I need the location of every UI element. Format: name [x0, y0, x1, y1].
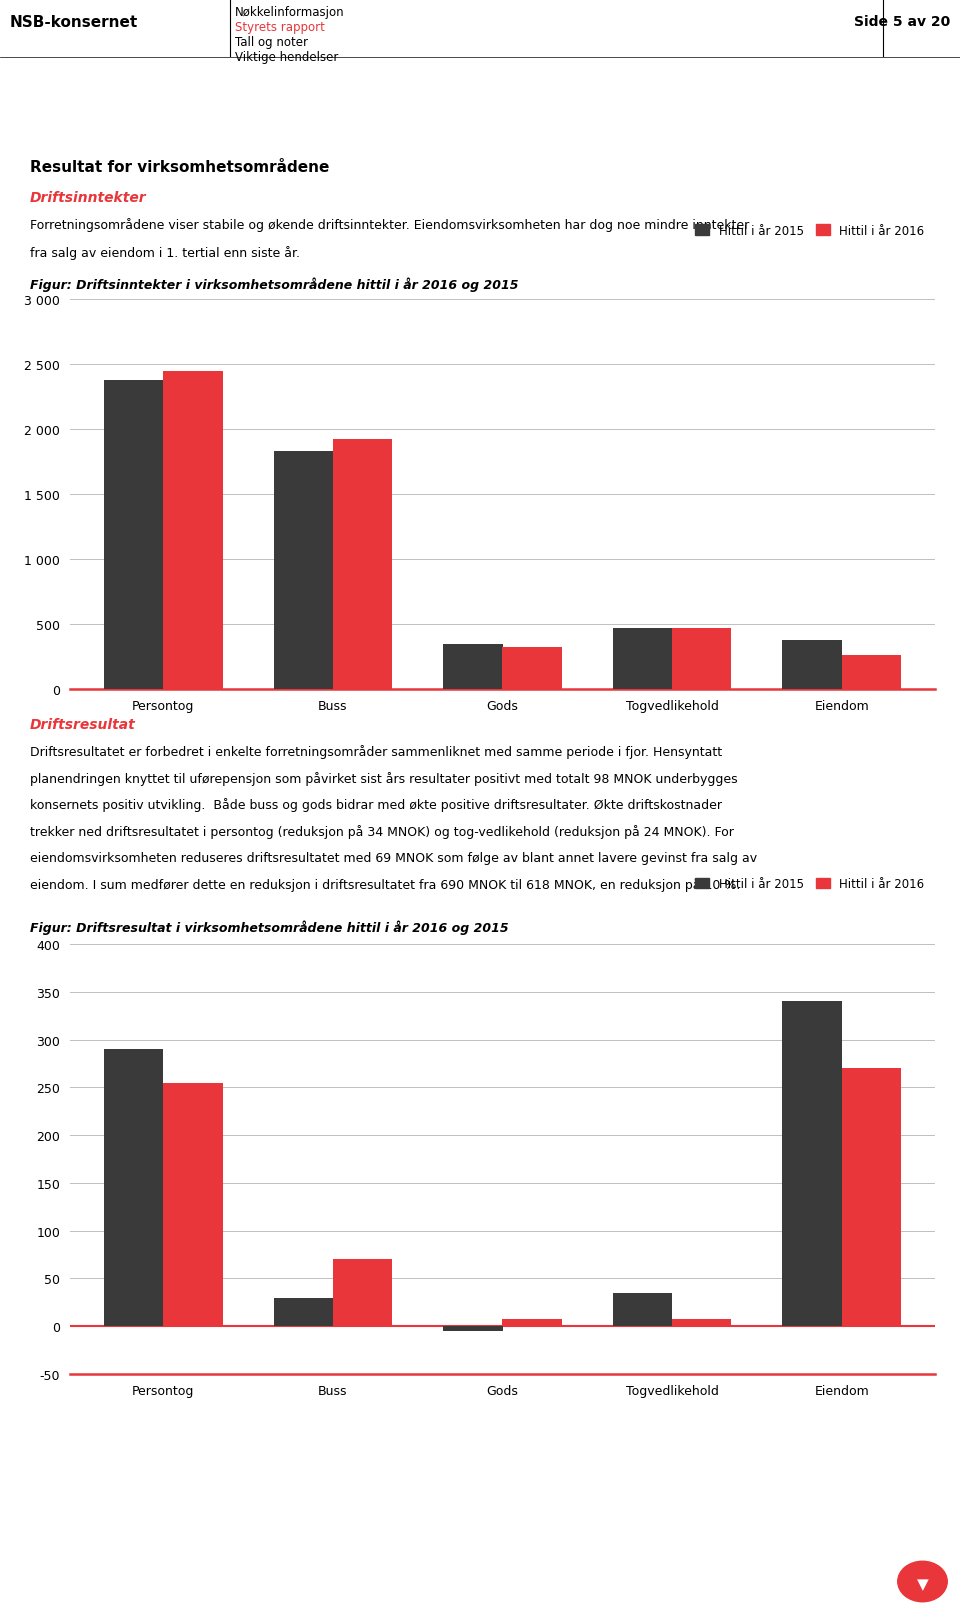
Bar [612, 628, 672, 689]
Text: Nøkkelinformasjon: Nøkkelinformasjon [235, 6, 345, 19]
Bar [104, 1049, 163, 1327]
Legend: Hittil i år 2015, Hittil i år 2016: Hittil i år 2015, Hittil i år 2016 [690, 220, 929, 242]
Bar [163, 371, 223, 689]
Text: planendringen knyttet til uførepensjon som påvirket sist års resultater positivt: planendringen knyttet til uførepensjon s… [30, 771, 737, 784]
Bar [672, 1319, 732, 1327]
Bar [333, 441, 393, 689]
Text: Viktige hendelser: Viktige hendelser [235, 52, 339, 65]
Bar [502, 1319, 562, 1327]
Text: fra salg av eiendom i 1. tertial enn siste år.: fra salg av eiendom i 1. tertial enn sis… [30, 245, 300, 260]
Text: Driftsresultat: Driftsresultat [30, 718, 135, 731]
Text: Forretningsområdene viser stabile og økende driftsinntekter. Eiendomsvirksomhete: Forretningsområdene viser stabile og øke… [30, 218, 749, 231]
Bar [782, 1002, 842, 1327]
Bar [274, 452, 333, 689]
Text: Driftsresultatet er forbedret i enkelte forretningsområder sammenliknet med samm: Driftsresultatet er forbedret i enkelte … [30, 744, 722, 759]
Text: trekker ned driftsresultatet i persontog (reduksjon på 34 MNOK) og tog-vedlikeho: trekker ned driftsresultatet i persontog… [30, 825, 733, 838]
Text: konsernets positiv utvikling.  Både buss og gods bidrar med økte positive drifts: konsernets positiv utvikling. Både buss … [30, 797, 722, 812]
Text: ▼: ▼ [917, 1577, 928, 1591]
Bar [782, 641, 842, 689]
Bar [842, 655, 901, 689]
Text: eiendomsvirksomheten reduseres driftsresultatet med 69 MNOK som følge av blant a: eiendomsvirksomheten reduseres driftsres… [30, 851, 757, 863]
Legend: Hittil i år 2015, Hittil i år 2016: Hittil i år 2015, Hittil i år 2016 [690, 873, 929, 896]
Text: Figur: Driftsresultat i virksomhetsområdene hittil i år 2016 og 2015: Figur: Driftsresultat i virksomhetsområd… [30, 920, 509, 935]
Bar [333, 1259, 393, 1327]
Bar [444, 1327, 502, 1332]
Bar [612, 1293, 672, 1327]
Text: Figur: Driftsinntekter i virksomhetsområdene hittil i år 2016 og 2015: Figur: Driftsinntekter i virksomhetsområ… [30, 278, 518, 292]
Bar [104, 381, 163, 689]
Text: Resultat for virksomhetsområdene: Resultat for virksomhetsområdene [30, 160, 329, 174]
Bar [502, 647, 562, 689]
Bar [163, 1083, 223, 1327]
Bar [444, 644, 502, 689]
Text: eiendom. I sum medfører dette en reduksjon i driftsresultatet fra 690 MNOK til 6: eiendom. I sum medfører dette en reduksj… [30, 878, 740, 893]
Text: Styrets rapport: Styrets rapport [235, 21, 325, 34]
Bar [672, 628, 732, 689]
Circle shape [898, 1561, 948, 1601]
Text: Tall og noter: Tall og noter [235, 36, 308, 48]
Text: Driftsinntekter: Driftsinntekter [30, 192, 147, 205]
Text: NSB-konsernet: NSB-konsernet [10, 15, 138, 29]
Bar [274, 1298, 333, 1327]
Bar [842, 1068, 901, 1327]
Text: Side 5 av 20: Side 5 av 20 [854, 15, 950, 29]
